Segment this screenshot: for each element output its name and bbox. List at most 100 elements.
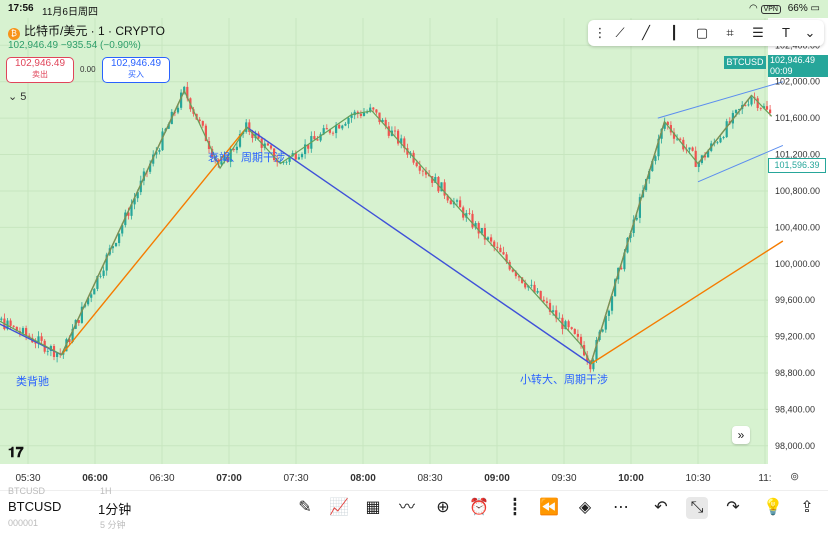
- layout-grid-icon[interactable]: ▦: [365, 499, 381, 516]
- candle-body: [114, 242, 118, 247]
- candle-body: [77, 320, 80, 323]
- candle-body: [136, 192, 139, 199]
- candle-body: [744, 105, 747, 106]
- candle-body: [666, 121, 669, 126]
- scroll-to-latest-button[interactable]: »: [732, 426, 750, 444]
- candle-body: [505, 254, 508, 262]
- candle-body: [263, 143, 266, 148]
- candle-body: [614, 279, 617, 297]
- share-icon[interactable]: ⇪: [800, 499, 814, 516]
- candle-body: [471, 213, 474, 228]
- candle-body: [397, 130, 400, 144]
- candle-body: [34, 342, 37, 344]
- symbol-legend[interactable]: ₿ 比特币/美元 · 1 · CRYPTO: [8, 22, 165, 40]
- redo-icon[interactable]: ↷: [726, 499, 740, 516]
- sell-button[interactable]: 102,946.49 卖出: [6, 57, 74, 83]
- buy-label: 买入: [128, 70, 144, 79]
- candle-body: [111, 246, 114, 249]
- indicators-toggle[interactable]: ⌄ 5: [8, 90, 26, 103]
- price-axis[interactable]: [768, 18, 828, 464]
- candle-body: [539, 290, 542, 300]
- fib-icon[interactable]: ☰: [752, 25, 764, 40]
- more-icon[interactable]: ⋯: [613, 499, 629, 516]
- candle-body: [319, 134, 322, 141]
- candle-body: [149, 163, 152, 172]
- candle-body: [716, 142, 719, 144]
- candle-body: [167, 124, 170, 129]
- trend-line-icon[interactable]: ⟋: [615, 25, 625, 40]
- candle-body: [313, 136, 316, 140]
- annotation-1[interactable]: 类背驰: [16, 376, 49, 388]
- candle-body: [524, 282, 527, 288]
- candle-body: [201, 121, 204, 126]
- candle-body: [180, 92, 183, 108]
- candle-body: [297, 157, 300, 160]
- price-tick-10: 98,400.00: [775, 404, 815, 414]
- ray-line-icon[interactable]: ╱: [642, 25, 650, 40]
- candle-body: [21, 328, 25, 334]
- channel-lower: [697, 144, 784, 183]
- price-tick-1: 102,000.00: [775, 77, 820, 87]
- candle-body: [437, 177, 440, 192]
- candle-body: [660, 128, 663, 139]
- indicators-icon[interactable]: 〰: [398, 499, 415, 516]
- replay-icon[interactable]: ⏪: [539, 499, 559, 516]
- add-icon[interactable]: ⊕: [436, 499, 450, 516]
- candle-body: [139, 180, 142, 193]
- annotation-3[interactable]: 小转大、周期干涉: [520, 374, 608, 386]
- idea-icon[interactable]: 💡: [763, 499, 783, 516]
- candle-body: [669, 125, 672, 133]
- candle-body: [691, 147, 694, 151]
- collapse-icon[interactable]: ⤡: [686, 497, 708, 519]
- candle-body: [71, 328, 74, 342]
- trend-line-2: [60, 126, 248, 356]
- candle-body: [331, 132, 335, 134]
- symbol-button[interactable]: BTCUSD: [8, 499, 62, 514]
- candle-body: [90, 294, 93, 298]
- candle-body: [455, 200, 459, 202]
- annotation-2[interactable]: 衰竭、周期干涉: [208, 152, 285, 164]
- rectangle-icon[interactable]: ▢: [695, 25, 709, 40]
- candle-body: [474, 223, 477, 228]
- candle-body: [350, 115, 353, 118]
- layers-icon[interactable]: ◈: [578, 499, 592, 516]
- alarm-icon[interactable]: ⏰: [469, 499, 489, 516]
- candle-body: [623, 252, 626, 270]
- price-tick-7: 99,600.00: [775, 295, 815, 305]
- candle-body: [316, 139, 319, 141]
- candle-body: [204, 125, 207, 142]
- candle-body: [369, 107, 372, 112]
- axis-settings-icon[interactable]: ⊚: [790, 471, 800, 483]
- time-axis[interactable]: [0, 464, 828, 490]
- price-tick-11: 98,000.00: [775, 441, 815, 451]
- ghost-symbol-2: 000001: [8, 518, 39, 528]
- candles-icon[interactable]: ┋: [510, 499, 520, 516]
- candle-body: [434, 177, 437, 183]
- candle-body: [548, 302, 552, 312]
- sell-price: 102,946.49: [14, 58, 66, 69]
- time-tick-3: 07:00: [216, 473, 242, 484]
- drag-handle-icon[interactable]: ⋮: [593, 25, 607, 40]
- candle-body: [769, 109, 772, 113]
- pen-icon[interactable]: ✎: [298, 499, 312, 516]
- status-bar: 17:56 11月6日周四 ◠ VPN 66% ▭: [0, 0, 828, 18]
- path-icon[interactable]: ⌗: [726, 25, 734, 40]
- candle-body: [607, 310, 610, 316]
- buy-button[interactable]: 102,946.49 买入: [102, 57, 170, 83]
- chart-type-icon[interactable]: 📈: [329, 499, 349, 516]
- crosshair-price-tag: 101,596.39: [768, 158, 826, 173]
- text-icon[interactable]: T: [782, 25, 790, 40]
- candle-body: [517, 276, 521, 278]
- candle-body: [387, 126, 390, 136]
- candle-body: [273, 148, 276, 161]
- candle-body: [341, 125, 344, 129]
- price-tick-labels: 102,400.00102,000.00101,600.00101,200.00…: [775, 40, 820, 450]
- candle-body: [80, 306, 83, 323]
- candle-body: [536, 290, 539, 293]
- more-tools-icon[interactable]: ⌄: [804, 25, 816, 40]
- undo-icon[interactable]: ↶: [654, 499, 668, 516]
- vertical-line-icon[interactable]: ┃: [670, 25, 678, 40]
- price-tick-9: 98,800.00: [775, 368, 815, 378]
- chart-area[interactable]: [0, 18, 768, 464]
- interval-button[interactable]: 1分钟: [98, 502, 132, 517]
